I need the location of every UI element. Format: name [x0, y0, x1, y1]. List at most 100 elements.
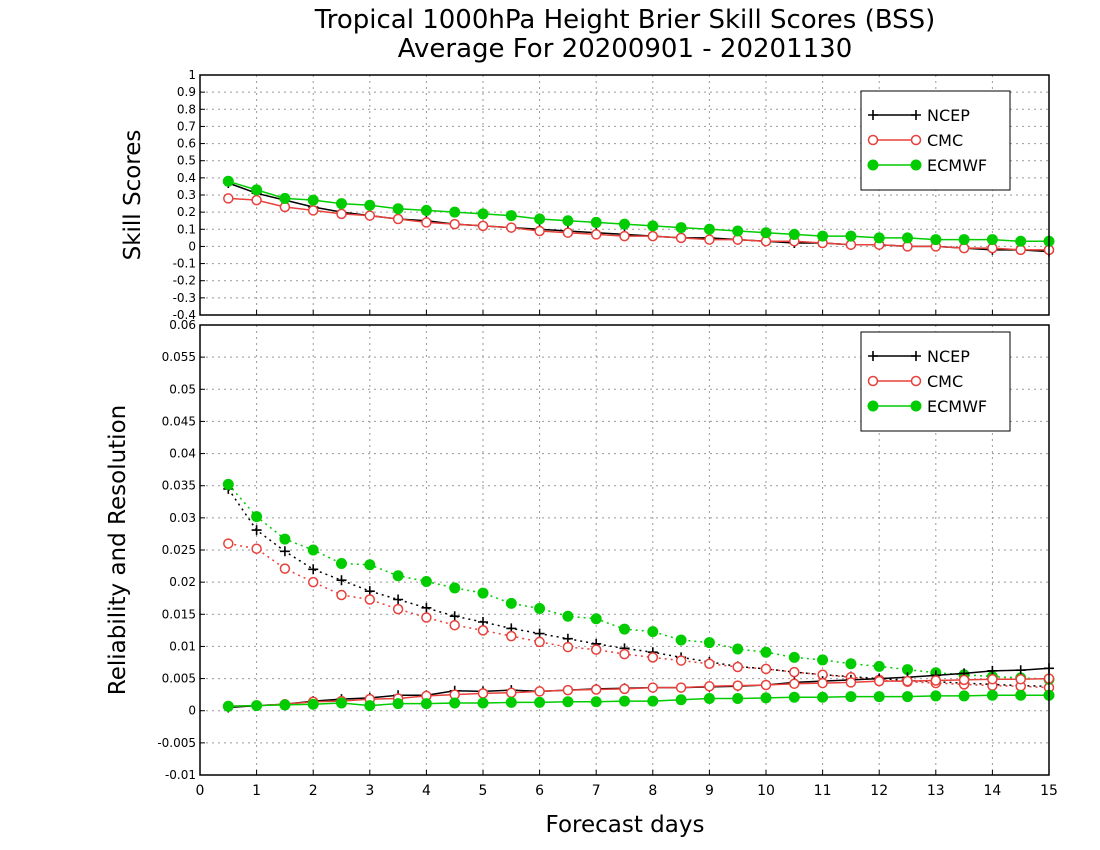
- ecmwf-point-21: [817, 230, 829, 242]
- ecmwf-point-9: [477, 208, 489, 220]
- cmc-point-24: [902, 675, 913, 687]
- cmc-point-4: [336, 589, 347, 601]
- ecmwf-point-28: [1015, 689, 1027, 701]
- x-tick-label: 10: [757, 783, 775, 799]
- y-tick-label: 0.04: [169, 447, 196, 461]
- ecmwf-point-1: [251, 700, 263, 712]
- ncep-point-2: [279, 546, 290, 557]
- ecmwf-point-28: [1015, 235, 1027, 247]
- legend-ncep-point-1: [911, 110, 921, 120]
- y-tick-label: 0.015: [162, 607, 196, 621]
- ncep-point-28: [1015, 665, 1026, 676]
- y-tick-label: 0.03: [169, 511, 196, 525]
- ecmwf-point-4: [336, 558, 347, 569]
- ecmwf-point-9: [477, 697, 489, 709]
- y-tick-label: 0.055: [162, 350, 196, 364]
- legend-ecmwf-point-1: [910, 400, 922, 412]
- skill-score-plot-frame: [199, 74, 1050, 316]
- cmc-point-11: [534, 225, 545, 237]
- legend-ncep-point-1: [911, 351, 921, 361]
- ecmwf-point-8: [449, 697, 461, 709]
- ecmwf-point-27: [986, 234, 998, 246]
- cmc-line: [228, 542, 1050, 689]
- y-tick-label: -0.005: [157, 736, 196, 750]
- ecmwf-point-14: [619, 695, 630, 707]
- x-tick-label: 2: [309, 783, 318, 799]
- ecmwf-point-15: [647, 626, 659, 638]
- ecmwf-point-25: [930, 690, 942, 702]
- legend-cmc-point-1: [910, 375, 922, 387]
- ecmwf-point-4: [336, 697, 347, 709]
- ecmwf-point-12: [562, 610, 574, 622]
- reliability-y-ticks: -0.01 -0.005 0 0.005 0.01 0.015 0.02 0.025 0.03 0…: [157, 318, 205, 782]
- cmc-point-5: [364, 210, 376, 221]
- legend-cmc-point-1: [910, 134, 922, 146]
- legend-label: CMC: [927, 372, 963, 391]
- cmc-point-1: [251, 194, 262, 206]
- ecmwf-point-21: [817, 691, 829, 703]
- ecmwf-point-22: [845, 230, 857, 242]
- cmc-point-18: [732, 680, 743, 691]
- y-tick-label: 0.4: [177, 171, 196, 185]
- ncep-point-6: [393, 594, 404, 605]
- y-tick-label: 0.7: [177, 119, 196, 133]
- legend-cmc-point-0: [867, 134, 879, 146]
- cmc-point-14: [619, 648, 630, 660]
- y-tick-label: 0.8: [177, 102, 196, 116]
- cmc-point-12: [562, 641, 574, 653]
- cmc-point-20: [789, 678, 800, 689]
- x-axis-label: Forecast days: [546, 812, 705, 838]
- legend-ecmwf-point-1: [910, 159, 922, 171]
- cmc-point-0: [223, 193, 234, 204]
- ecmwf-point-23: [873, 232, 885, 244]
- y-tick-label: 0.1: [177, 222, 196, 236]
- cmc-point-8: [449, 619, 460, 631]
- cmc-point-16: [675, 682, 687, 693]
- ecmwf-point-6: [392, 570, 404, 582]
- cmc-point-17: [704, 658, 715, 670]
- cmc-point-2: [279, 563, 291, 574]
- ecmwf-point-14: [619, 218, 630, 230]
- legend-entry-ncep: NCEP: [868, 347, 970, 366]
- ecmwf-point-2: [279, 192, 291, 204]
- cmc-point-17: [704, 234, 715, 245]
- ecmwf-point-5: [364, 700, 376, 712]
- ecmwf-point-11: [534, 603, 546, 614]
- y-tick-label: 0.5: [177, 154, 196, 168]
- cmc-point-13: [590, 684, 602, 695]
- cmc-point-27: [987, 673, 998, 685]
- x-tick-label: 14: [983, 783, 1001, 799]
- cmc-point-15: [647, 652, 659, 663]
- ecmwf-point-1: [251, 184, 263, 196]
- x-tick-label: 12: [870, 783, 888, 799]
- y-tick-label: 1: [188, 68, 196, 82]
- ecmwf-point-12: [562, 215, 574, 227]
- cmc-point-12: [562, 684, 574, 696]
- ecmwf-point-25: [930, 234, 942, 246]
- cmc-point-3: [307, 205, 319, 216]
- ecmwf-point-8: [449, 582, 461, 594]
- cmc-point-15: [647, 230, 659, 242]
- ncep-point-8: [449, 611, 460, 622]
- x-tick-label: 9: [705, 783, 714, 799]
- ecmwf-point-8: [449, 206, 461, 218]
- reliability-series: [222, 478, 1055, 713]
- legend-cmc-point-0: [867, 375, 879, 387]
- y-tick-label: -0.4: [173, 308, 196, 322]
- y-tick-label: 0.3: [177, 188, 196, 202]
- cmc-point-18: [732, 661, 743, 673]
- ecmwf-point-21: [817, 654, 829, 666]
- ecmwf-point-16: [675, 634, 687, 646]
- chart-title-line2: Average For 20200901 - 20201130: [398, 34, 853, 64]
- y-tick-label: 0.9: [177, 85, 196, 99]
- cmc-point-10: [506, 222, 517, 233]
- ecmwf-point-19: [760, 692, 772, 704]
- cmc-point-20: [789, 666, 800, 678]
- ecmwf-point-3: [307, 544, 319, 556]
- skill-score-series: [222, 175, 1055, 257]
- ecmwf-point-10: [505, 210, 517, 222]
- cmc-point-23: [873, 675, 885, 687]
- ecmwf-point-0: [222, 175, 234, 187]
- series-ecmwf-resolution: [222, 689, 1055, 712]
